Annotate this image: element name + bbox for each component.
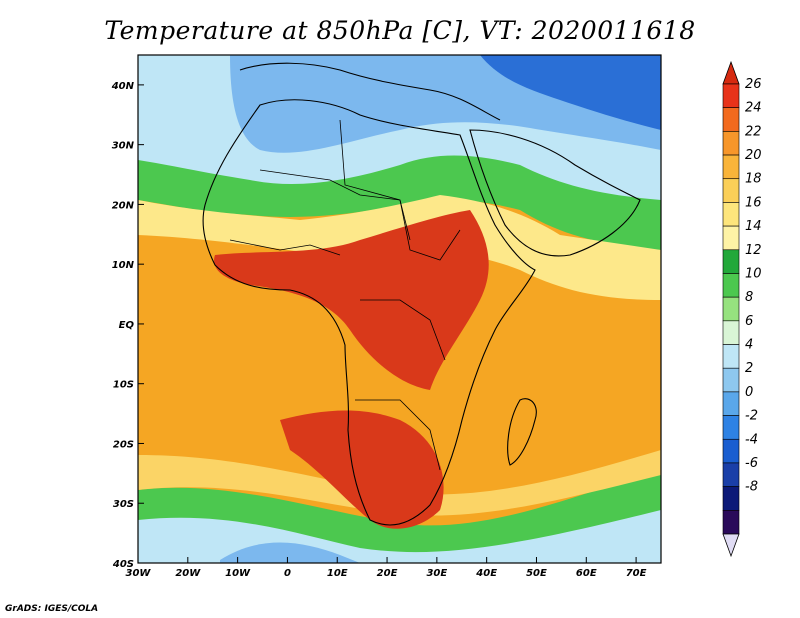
y-tick-label: 20S xyxy=(113,439,134,450)
inner-border-5 xyxy=(355,399,441,471)
y-tick-label: 10N xyxy=(112,260,135,271)
y-tick-label: 40S xyxy=(112,559,134,570)
southern-africa-hot-core xyxy=(280,410,444,529)
colorbar-swatch xyxy=(722,486,740,511)
colorbar-swatch xyxy=(722,107,740,132)
colorbar-swatch xyxy=(722,320,740,345)
x-axis-ticks: 30W 20W 10W 0 10E 20E 30E 40E 50E 60E 70E xyxy=(126,557,647,579)
colorbar-swatch xyxy=(722,510,740,535)
colorbar-swatch xyxy=(722,202,740,227)
colorbar-swatch xyxy=(722,367,740,393)
colorbar-swatch xyxy=(722,438,740,464)
x-tick-label: 30E xyxy=(426,568,447,579)
arabia-coastline xyxy=(469,129,641,257)
colorbar-label: 8 xyxy=(745,290,753,305)
central-africa-hot-core xyxy=(214,210,489,390)
grads-credit: GrADS: IGES/COLA xyxy=(5,604,99,614)
colorbar-lower-cap xyxy=(722,533,740,558)
map-title: Temperature at 850hPa [C], VT: 202001161… xyxy=(104,16,696,45)
y-tick-label: 30N xyxy=(112,141,135,152)
southern-mild-band xyxy=(138,450,661,516)
y-tick-label: 20N xyxy=(112,200,135,211)
x-tick-label: 40E xyxy=(475,568,497,579)
colorbar-label: 14 xyxy=(745,219,762,234)
colorbar-swatch xyxy=(722,273,740,298)
southern-blue-band xyxy=(220,542,360,563)
colorbar-label: 26 xyxy=(745,77,762,92)
x-tick-label: 30W xyxy=(126,568,152,579)
colorbar-upper-cap xyxy=(722,60,740,85)
x-tick-label: 10E xyxy=(327,568,348,579)
x-tick-label: 10W xyxy=(225,568,251,579)
x-tick-label: 0 xyxy=(284,568,291,579)
colorbar-label: 0 xyxy=(745,385,753,400)
y-axis-ticks: 40S 30S 20S 10S EQ 10N 20N 30N 40N xyxy=(111,81,144,570)
inner-border-1 xyxy=(259,169,401,201)
inner-border-4 xyxy=(360,299,446,361)
colorbar-swatch xyxy=(722,249,740,274)
colorbar-swatch xyxy=(722,296,740,322)
y-tick-label: EQ xyxy=(119,320,135,331)
y-tick-label: 10S xyxy=(113,380,134,391)
colorbar-label: 24 xyxy=(745,101,762,116)
colorbar-swatch xyxy=(722,462,740,487)
colorbar-swatch xyxy=(722,154,740,180)
colorbar-label: -4 xyxy=(745,432,758,447)
colorbar-swatch xyxy=(722,131,740,156)
colorbar-label: 10 xyxy=(745,266,762,281)
y-tick-label: 40N xyxy=(111,81,135,92)
colorbar-label: -6 xyxy=(745,456,758,471)
northern-deepblue-patch xyxy=(480,55,661,130)
colorbar-label: 2 xyxy=(745,361,753,376)
madagascar-coastline xyxy=(507,398,537,466)
x-tick-label: 50E xyxy=(526,568,547,579)
colorbar-swatch xyxy=(722,391,740,416)
inner-border-6 xyxy=(229,239,341,256)
colorbar-label: 18 xyxy=(745,172,762,187)
africa-coastline xyxy=(202,99,536,526)
temperature-field xyxy=(138,55,661,563)
colorbar-label: 22 xyxy=(745,124,762,139)
colorbar-label: -2 xyxy=(745,409,758,424)
colorbar-label: 4 xyxy=(745,338,753,353)
y-tick-label: 30S xyxy=(113,499,134,510)
colorbar-label: 6 xyxy=(745,314,753,329)
colorbar-label: 16 xyxy=(745,195,762,210)
colorbar-swatch xyxy=(722,415,740,440)
colorbar-swatch xyxy=(722,178,740,203)
x-tick-label: 20W xyxy=(175,568,201,579)
x-tick-label: 20E xyxy=(377,568,398,579)
colorbar-label: -8 xyxy=(745,480,758,495)
map-border xyxy=(137,54,662,564)
colorbar-swatch xyxy=(722,344,740,369)
colorbar-label: 12 xyxy=(745,243,762,258)
europe-coastline xyxy=(239,62,501,121)
colorbar-label: 20 xyxy=(745,148,762,163)
inner-border-3 xyxy=(399,199,461,261)
colorbar-swatch xyxy=(722,225,740,251)
x-tick-label: 60E xyxy=(576,568,597,579)
coastline-layer xyxy=(202,62,641,526)
inner-border-2 xyxy=(339,119,411,241)
colorbar-swatch xyxy=(722,83,740,108)
x-tick-label: 70E xyxy=(626,568,647,579)
